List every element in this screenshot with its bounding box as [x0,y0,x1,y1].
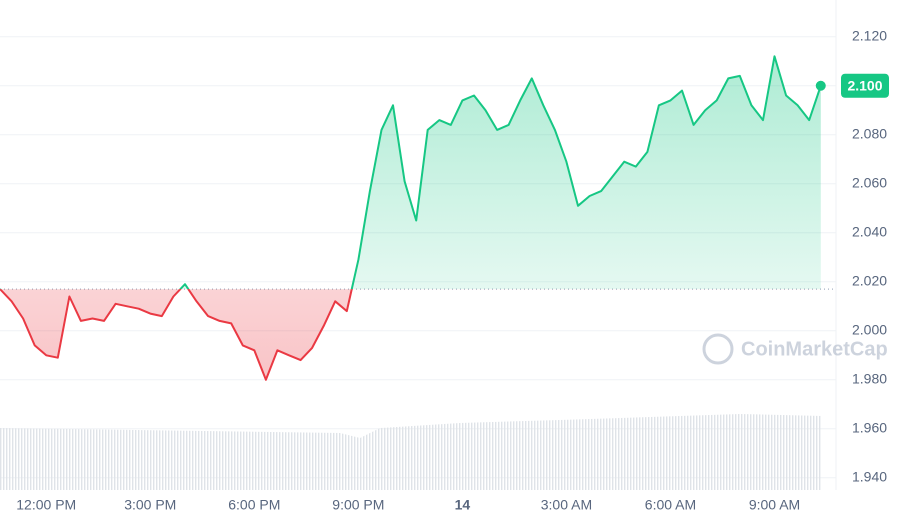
x-tick-label: 6:00 AM [645,497,696,513]
y-tick-label: 1.940 [852,468,887,484]
x-tick-label: 3:00 PM [124,497,176,513]
y-tick-label: 1.960 [852,419,887,435]
y-tick-label: 2.120 [852,27,887,43]
x-tick-label: 9:00 AM [749,497,800,513]
y-tick-label: 2.000 [852,321,887,337]
price-tag-label: 2.100 [847,77,882,93]
x-tick-label: 9:00 PM [332,497,384,513]
y-tick-label: 2.080 [852,125,887,141]
x-tick-label: 3:00 AM [541,497,592,513]
x-tick-label: 6:00 PM [228,497,280,513]
price-tag [841,73,889,98]
last-point [815,80,826,91]
volume-bars [0,414,822,490]
y-tick-label: 2.040 [852,223,887,239]
watermark-text: CoinMarketCap [741,338,888,360]
watermark: CoinMarketCap [702,333,888,365]
y-tick-label: 2.060 [852,174,887,190]
x-tick-label: 14 [455,497,471,513]
y-tick-label: 1.980 [852,370,887,386]
area-down [0,289,352,380]
area-up [0,56,821,290]
x-tick-label: 12:00 PM [16,497,76,513]
price-line-up [0,55,822,290]
y-tick-label: 2.020 [852,272,887,288]
price-line-down [0,289,353,381]
